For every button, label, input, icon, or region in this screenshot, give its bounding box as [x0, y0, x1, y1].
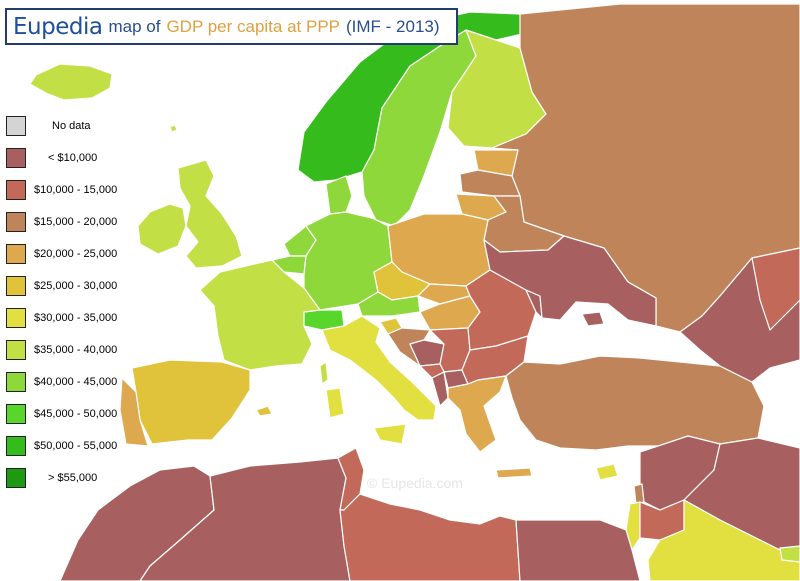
legend-label: $45,000 - 50,000	[34, 408, 118, 420]
legend-swatch	[6, 276, 26, 296]
legend-label: $50,000 - 55,000	[34, 440, 118, 452]
region-austria[interactable]	[357, 291, 421, 317]
map-title: Eupedia map of GDP per capita at PPP (IM…	[5, 8, 458, 45]
region-turkey[interactable]	[505, 355, 765, 451]
legend-item: $50,000 - 55,000	[6, 436, 136, 458]
region-crimea[interactable]	[581, 311, 605, 327]
region-crete[interactable]	[495, 467, 533, 479]
legend-item: $15,000 - 20,000	[6, 212, 136, 234]
region-portugal[interactable]	[119, 377, 149, 447]
legend-item: $30,000 - 35,000	[6, 308, 136, 330]
region-iceland[interactable]	[29, 63, 113, 101]
title-suffix: (IMF - 2013)	[346, 16, 440, 36]
region-ukraine[interactable]	[483, 235, 657, 327]
legend-item: < $10,000	[6, 148, 136, 170]
title-prefix: map of	[108, 16, 161, 36]
legend-label: $20,000 - 25,000	[34, 248, 118, 260]
region-sicily[interactable]	[373, 423, 407, 445]
legend-swatch	[6, 180, 26, 200]
region-cyprus[interactable]	[595, 463, 619, 481]
legend-item: $45,000 - 50,000	[6, 404, 136, 426]
legend-swatch	[6, 148, 26, 168]
legend-item: $35,000 - 40,000	[6, 340, 136, 362]
region-kuwait[interactable]	[779, 545, 800, 563]
region-denmark[interactable]	[325, 175, 353, 215]
region-azerbaijan[interactable]	[751, 247, 800, 331]
region-lebanon[interactable]	[633, 483, 645, 505]
region-greece[interactable]	[447, 375, 507, 453]
legend-label: $10,000 - 15,000	[34, 184, 118, 196]
region-faroe[interactable]	[169, 124, 178, 133]
legend-item: No data	[6, 116, 136, 138]
region-france[interactable]	[199, 259, 321, 371]
region-balearic[interactable]	[255, 405, 273, 417]
legend-item: $20,000 - 25,000	[6, 244, 136, 266]
region-egypt[interactable]	[515, 519, 641, 581]
legend-label: No data	[52, 120, 91, 132]
legend-swatch	[6, 308, 26, 328]
legend-item: > $55,000	[6, 468, 136, 490]
legend-swatch	[6, 372, 26, 392]
region-spain[interactable]	[131, 359, 251, 445]
region-ireland[interactable]	[137, 203, 187, 255]
region-italy[interactable]	[321, 315, 437, 421]
copyright-watermark: © Eupedia.com	[367, 475, 463, 491]
legend-item: $10,000 - 15,000	[6, 180, 136, 202]
legend-item: $25,000 - 30,000	[6, 276, 136, 298]
legend-label: $30,000 - 35,000	[34, 312, 118, 324]
brand-logo-text: Eupedia	[13, 13, 103, 40]
legend-item: $40,000 - 45,000	[6, 372, 136, 394]
legend-swatch	[6, 116, 26, 136]
legend-swatch	[6, 436, 26, 456]
legend-swatch	[6, 340, 26, 360]
region-uk[interactable]	[177, 159, 243, 269]
legend-swatch	[6, 244, 26, 264]
region-israel[interactable]	[625, 501, 641, 551]
legend-label: $15,000 - 20,000	[34, 216, 118, 228]
region-corsica[interactable]	[319, 361, 329, 385]
title-subject: GDP per capita at PPP	[166, 16, 340, 36]
legend-label: $40,000 - 45,000	[34, 376, 118, 388]
legend-label: > $55,000	[48, 472, 98, 484]
legend-swatch	[6, 468, 26, 488]
region-sardinia[interactable]	[325, 387, 345, 419]
legend-label: $35,000 - 40,000	[34, 344, 118, 356]
legend-swatch	[6, 212, 26, 232]
legend-swatch	[6, 404, 26, 424]
legend-label: $25,000 - 30,000	[34, 280, 118, 292]
region-libya[interactable]	[339, 493, 521, 581]
legend-label: < $10,000	[48, 152, 98, 164]
